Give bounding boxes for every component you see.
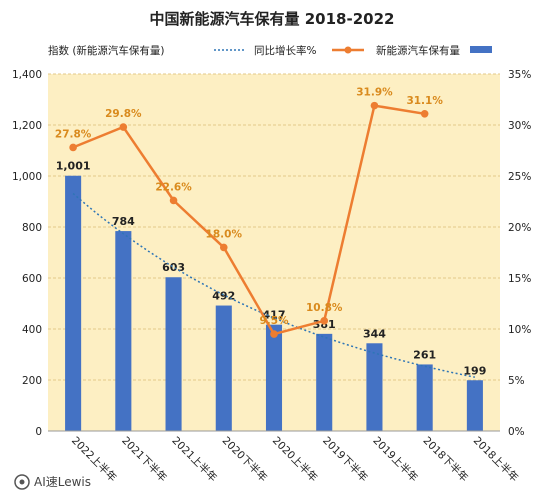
legend-label-bar: 新能源汽车保有量 — [376, 44, 460, 57]
left-tick-label: 1,000 — [12, 171, 42, 183]
growth-value-label: 22.6% — [155, 181, 192, 193]
left-tick-label: 1,200 — [12, 120, 42, 132]
growth-value-label: 29.8% — [105, 108, 142, 120]
growth-value-label: 27.8% — [55, 128, 92, 140]
bars: 1,001784603492417381344261199 — [56, 160, 486, 431]
bar — [316, 333, 333, 431]
growth-point — [119, 123, 128, 131]
growth-point — [370, 101, 379, 110]
x-tick-label: 2019下半年 — [320, 434, 370, 484]
watermark-text: AI速Lewis — [34, 475, 91, 489]
bar-value-label: 344 — [363, 327, 386, 340]
right-tick-label: 30% — [508, 120, 531, 132]
right-tick-label: 15% — [508, 273, 531, 285]
legend-swatch-line-marker — [344, 46, 352, 54]
right-tick-label: 20% — [508, 222, 531, 234]
growth-value-label: 31.1% — [406, 95, 443, 107]
bar — [265, 324, 283, 431]
growth-point — [69, 143, 77, 152]
watermark-logo-icon — [14, 474, 30, 490]
growth-value-label: 10.8% — [306, 302, 343, 314]
legend-label-line: 同比增长率% — [254, 44, 316, 57]
right-tick-label: 5% — [508, 375, 525, 387]
bar — [215, 305, 232, 431]
left-tick-label: 200 — [22, 375, 42, 387]
bar — [65, 175, 82, 431]
growth-point — [270, 330, 278, 338]
growth-value-label: 18.0% — [206, 228, 243, 240]
bar-value-label: 199 — [463, 364, 486, 377]
right-tick-label: 35% — [508, 69, 531, 81]
left-tick-label: 800 — [22, 222, 42, 234]
bar — [115, 231, 132, 431]
x-tick-label: 2018上半年 — [471, 434, 521, 484]
watermark: AI速Lewis — [14, 474, 91, 490]
x-tick-label: 2021上半年 — [169, 434, 219, 484]
chart-title: 中国新能源汽车保有量 2018-2022 — [150, 10, 395, 28]
left-tick-label: 1,400 — [12, 69, 42, 81]
bar-value-label: 1,001 — [56, 160, 91, 173]
bar — [466, 380, 483, 431]
watermark-logo-dot — [19, 479, 25, 485]
bar-value-label: 492 — [212, 290, 235, 303]
bar-value-label: 784 — [112, 215, 135, 228]
left-tick-label: 0 — [35, 426, 42, 438]
left-axis: 0 200 400 600 800 1,000 1,200 1,400 — [12, 69, 42, 438]
trendline-path — [72, 192, 476, 378]
x-tick-label: 2021下半年 — [119, 434, 169, 484]
growth-value-label: 31.9% — [356, 87, 393, 99]
growth-point — [420, 109, 429, 118]
x-tick-label: 2020上半年 — [270, 434, 320, 484]
x-tick-label: 2020下半年 — [220, 434, 270, 484]
right-tick-label: 25% — [508, 171, 531, 183]
left-tick-label: 400 — [22, 324, 42, 336]
growth-point — [320, 317, 329, 325]
trendline — [72, 192, 476, 378]
right-axis: 0% 5% 10% 15% 20% 25% 30% 35% — [508, 69, 531, 438]
bar-value-label: 261 — [413, 348, 436, 361]
growth-point — [219, 243, 228, 252]
x-axis: 2022上半年 2021下半年 2021上半年 2020下半年 2020上半年 2019下… — [48, 430, 521, 484]
legend-label-trend: 指数 (新能源汽车保有量) — [48, 44, 165, 57]
bar — [416, 364, 433, 431]
legend-swatch-bar — [470, 46, 492, 53]
legend: 新能源汽车保有量 同比增长率% 指数 (新能源汽车保有量) — [48, 44, 492, 57]
bar-value-label: 603 — [162, 261, 185, 274]
growth-value-label: 9.5% — [259, 315, 289, 327]
bar-value-label: 417 — [263, 309, 286, 322]
growth-line-path — [72, 104, 425, 336]
growth-line: 27.8% 29.8% 22.6% 18.0% 9.5% 10.8% 31.9% 31.1% — [55, 87, 443, 338]
bar — [366, 343, 383, 431]
x-tick-label: 2018下半年 — [421, 434, 471, 484]
x-tick-label: 2019上半年 — [370, 434, 420, 484]
right-tick-label: 0% — [508, 426, 525, 438]
left-tick-label: 600 — [22, 273, 42, 285]
bar — [165, 277, 182, 431]
right-tick-label: 10% — [508, 324, 531, 336]
growth-point — [169, 196, 178, 205]
